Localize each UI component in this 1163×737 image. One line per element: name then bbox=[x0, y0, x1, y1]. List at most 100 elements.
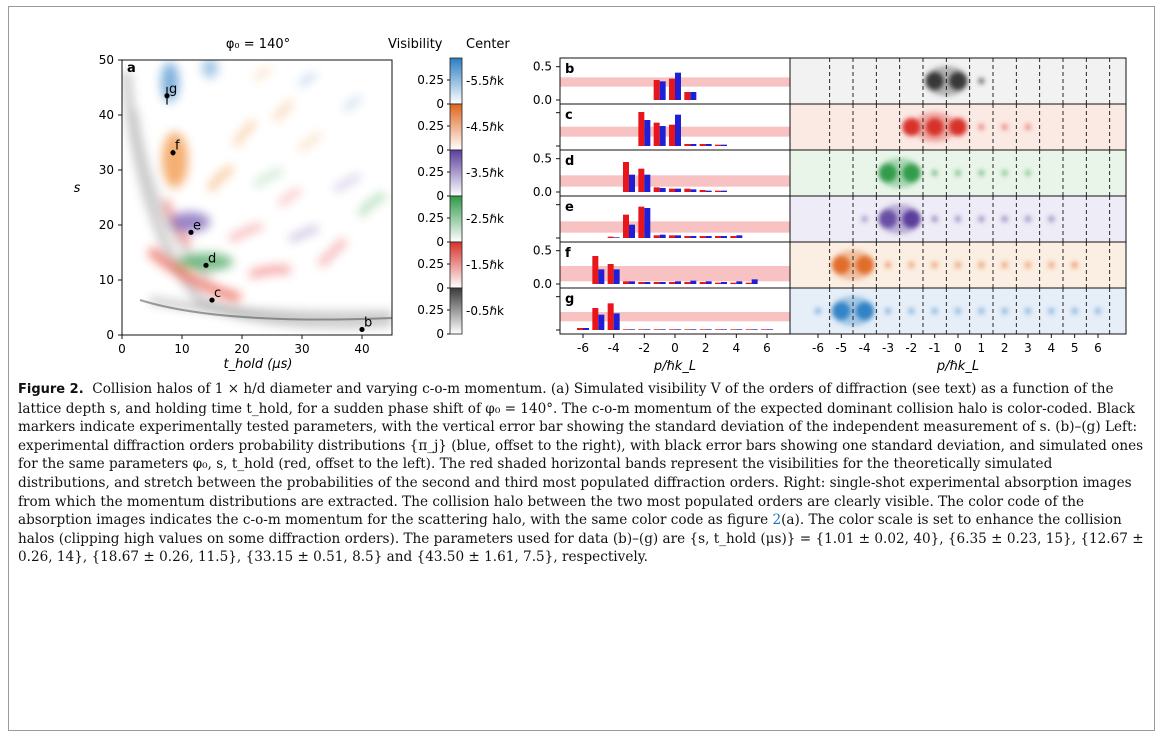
colorbar-band bbox=[449, 57, 463, 105]
caption-label: Figure 2. bbox=[18, 382, 84, 397]
panel-a-frame bbox=[121, 59, 393, 336]
bar-simulated bbox=[684, 188, 691, 192]
colorbar-tick-label: 0 bbox=[436, 189, 444, 203]
bar-y-tick-label: 0.5 bbox=[533, 152, 552, 166]
bar-panel-label: f bbox=[565, 246, 571, 261]
panel-a-y-axis: 0 10 20 30 40 50 bbox=[99, 53, 122, 342]
marker-g bbox=[164, 93, 170, 99]
bar-panel-b: b 0.5 0.0 bbox=[533, 57, 791, 107]
bar-simulated bbox=[730, 329, 737, 330]
colorbar-center-label: -5.5ℏk bbox=[466, 74, 504, 88]
bar-simulated bbox=[577, 328, 583, 330]
diffraction-spot bbox=[954, 307, 962, 315]
bar-simulated bbox=[638, 112, 645, 146]
image-panel-b bbox=[789, 57, 1127, 105]
bar-simulated bbox=[684, 236, 691, 238]
bar-simulated bbox=[607, 264, 614, 284]
caption-text: Collision halos of 1 × h/d diameter and … bbox=[18, 381, 1144, 529]
caption-text-continued: (a). The color scale is set to enhance t… bbox=[18, 512, 1144, 566]
bar-simulated bbox=[638, 329, 645, 330]
figure-ref-link[interactable]: 2 bbox=[772, 512, 782, 529]
bar-panels: b 0.5 0.0 c d 0.5 0.0 e f 0.5 0.0 g -6 -4 -2 0 2 4 6 p/ℏk_L bbox=[533, 57, 791, 374]
marker-label: c bbox=[214, 286, 221, 301]
bar-experimental bbox=[705, 281, 712, 284]
image-panel-e bbox=[789, 195, 1127, 243]
colorbar-tick-label: 0.25 bbox=[417, 165, 444, 179]
visibility-band bbox=[560, 221, 790, 233]
bar-simulated bbox=[653, 122, 660, 146]
colorbar-tick-label: 0.25 bbox=[417, 303, 444, 317]
bar-simulated bbox=[638, 168, 645, 192]
marker-f bbox=[170, 150, 176, 156]
bar-panel-e: e bbox=[556, 195, 791, 243]
bar-panel-c: c bbox=[556, 103, 791, 151]
bar-experimental bbox=[629, 224, 635, 238]
bar-experimental bbox=[690, 92, 697, 100]
y-tick-label: 10 bbox=[99, 273, 114, 287]
bar-experimental bbox=[751, 329, 758, 330]
diffraction-spot bbox=[978, 169, 985, 177]
bar-experimental bbox=[644, 282, 651, 284]
diffraction-spot bbox=[931, 169, 938, 177]
diffraction-spot bbox=[954, 261, 962, 269]
colorbar-center-label: -0.5ℏk bbox=[466, 304, 504, 318]
bar-panel-label: c bbox=[565, 108, 573, 123]
bar-experimental bbox=[613, 269, 620, 284]
marker-label: g bbox=[169, 82, 177, 97]
diffraction-spot bbox=[1001, 261, 1008, 269]
bar-simulated bbox=[715, 282, 721, 284]
marker-label: f bbox=[175, 139, 180, 154]
bar-experimental bbox=[613, 313, 620, 330]
diffraction-spot bbox=[1048, 261, 1055, 269]
bar-panel-frame bbox=[559, 195, 791, 243]
colorbar-tick-label: 0.25 bbox=[417, 73, 444, 87]
bar-simulated bbox=[715, 236, 721, 238]
diffraction-spot bbox=[954, 215, 962, 223]
diffraction-spot bbox=[1071, 307, 1078, 315]
bar-experimental bbox=[659, 282, 666, 284]
diffraction-spot bbox=[1001, 307, 1008, 315]
bar-experimental bbox=[690, 144, 697, 146]
panel-a-x-axis: 0 10 20 30 40 bbox=[118, 335, 370, 356]
bar-simulated bbox=[715, 329, 721, 330]
bar-simulated bbox=[653, 80, 660, 100]
visibility-map bbox=[122, 60, 392, 329]
bar-experimental bbox=[690, 189, 697, 192]
bar-simulated bbox=[592, 256, 599, 284]
diffraction-spot bbox=[978, 307, 985, 315]
image-xlabel: p/ℏk_L bbox=[936, 359, 979, 374]
diffraction-spot bbox=[814, 307, 822, 315]
bar-panel-d: d 0.5 0.0 bbox=[533, 149, 791, 199]
marker-e bbox=[188, 229, 194, 235]
bar-simulated bbox=[669, 329, 675, 330]
bar-experimental bbox=[659, 81, 666, 100]
bar-simulated bbox=[638, 282, 645, 284]
image-x-tick-label: -2 bbox=[905, 341, 917, 355]
bar-simulated bbox=[684, 329, 691, 330]
panel-a-ylabel: s bbox=[74, 181, 81, 196]
diffraction-spot bbox=[1048, 215, 1055, 223]
diffraction-spot bbox=[978, 215, 985, 223]
bar-simulated bbox=[730, 282, 737, 284]
y-tick-label: 20 bbox=[99, 218, 114, 232]
bar-experimental bbox=[629, 329, 635, 330]
colorbar-header-visibility: Visibility bbox=[388, 37, 443, 52]
bar-experimental bbox=[659, 329, 666, 330]
colorbar-band bbox=[449, 103, 463, 151]
x-tick-label: 20 bbox=[234, 342, 249, 356]
marker-label: e bbox=[193, 218, 201, 233]
bar-x-tick-label: 2 bbox=[702, 341, 710, 355]
diffraction-spot bbox=[931, 215, 938, 223]
bar-panel-g: g bbox=[556, 287, 791, 335]
bar-experimental bbox=[721, 144, 727, 146]
diffraction-spot bbox=[931, 261, 938, 269]
colorbar-band bbox=[449, 287, 463, 335]
bar-experimental bbox=[675, 114, 681, 146]
image-panel-f bbox=[789, 241, 1127, 289]
bar-experimental bbox=[613, 237, 620, 238]
image-x-tick-label: 2 bbox=[1001, 341, 1009, 355]
bar-experimental bbox=[767, 329, 773, 330]
bar-xlabel: p/ℏk_L bbox=[653, 359, 696, 374]
image-x-tick-label: -6 bbox=[812, 341, 824, 355]
bar-x-tick-label: -4 bbox=[608, 341, 620, 355]
